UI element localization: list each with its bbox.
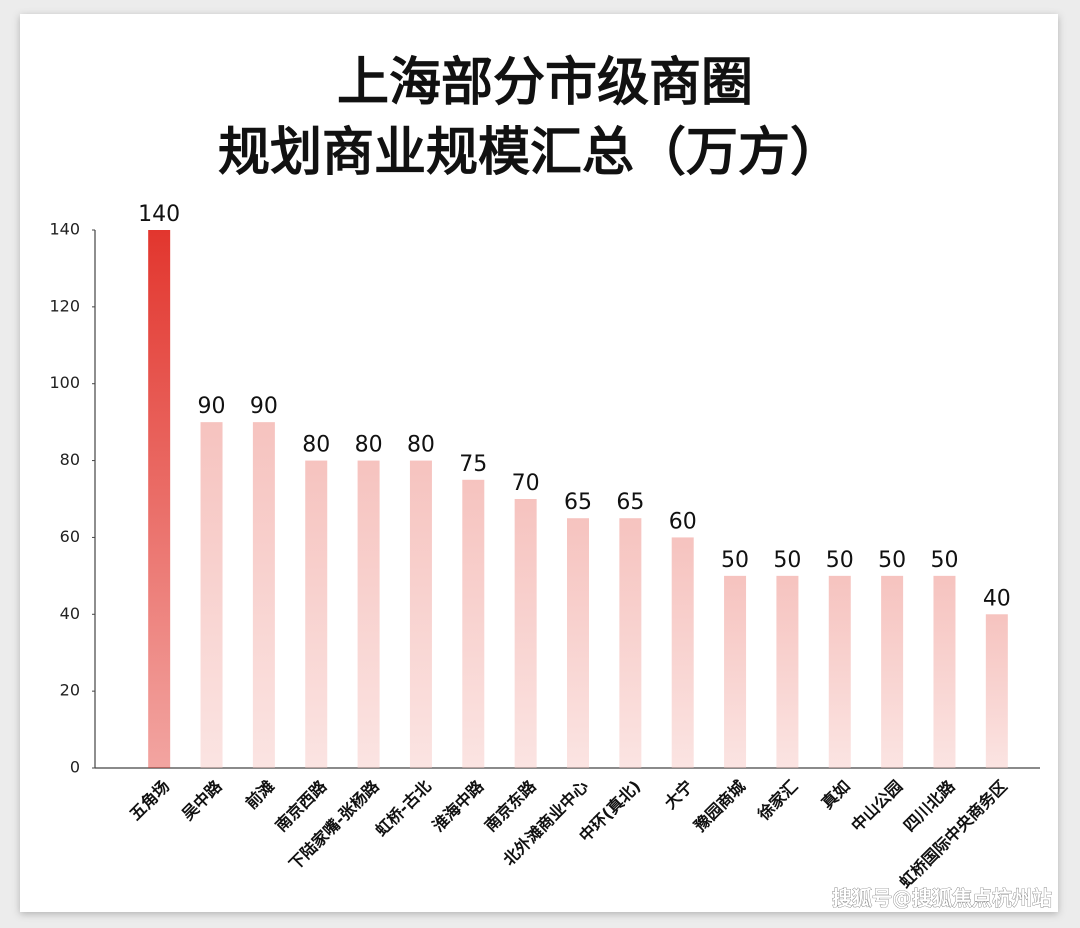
y-tick-label: 140	[49, 220, 80, 239]
bar	[357, 460, 380, 768]
value-label: 50	[773, 548, 801, 573]
bar	[148, 230, 171, 768]
y-tick-label: 60	[60, 527, 80, 546]
bar	[567, 518, 589, 768]
y-tick-label: 80	[60, 450, 80, 469]
bar	[200, 422, 223, 768]
value-label: 90	[250, 394, 278, 419]
bar	[252, 422, 275, 768]
value-label: 90	[198, 394, 226, 419]
chart-title: 规划商业规模汇总（万方）	[218, 123, 842, 183]
value-label: 60	[669, 509, 697, 534]
bar	[828, 575, 851, 768]
value-label: 75	[459, 452, 487, 477]
value-label: 80	[355, 433, 383, 458]
y-tick-label: 20	[60, 681, 80, 700]
y-tick-label: 100	[49, 373, 80, 392]
value-label: 40	[983, 586, 1011, 611]
y-tick-label: 120	[49, 296, 80, 315]
bar	[514, 499, 537, 768]
value-label: 65	[616, 490, 644, 515]
bar	[776, 575, 799, 768]
bar	[985, 614, 1008, 768]
bar	[933, 575, 956, 768]
bar	[409, 460, 432, 768]
y-tick-label: 0	[70, 758, 80, 777]
chart-title: 上海部分市级商圈	[337, 53, 753, 113]
bar	[619, 518, 642, 768]
value-label: 140	[138, 202, 180, 227]
bar	[724, 575, 747, 768]
value-label: 80	[407, 433, 435, 458]
watermark: 搜狐号@搜狐焦点杭州站	[832, 886, 1052, 910]
bar	[305, 460, 328, 768]
value-label: 50	[721, 548, 749, 573]
y-tick-label: 40	[60, 604, 80, 623]
bar	[671, 537, 694, 768]
bar	[462, 479, 485, 768]
value-label: 65	[564, 490, 592, 515]
value-label: 70	[512, 471, 540, 496]
value-label: 80	[302, 433, 330, 458]
value-label: 50	[878, 548, 906, 573]
bar	[881, 575, 904, 768]
value-label: 50	[826, 548, 854, 573]
value-label: 50	[930, 548, 958, 573]
